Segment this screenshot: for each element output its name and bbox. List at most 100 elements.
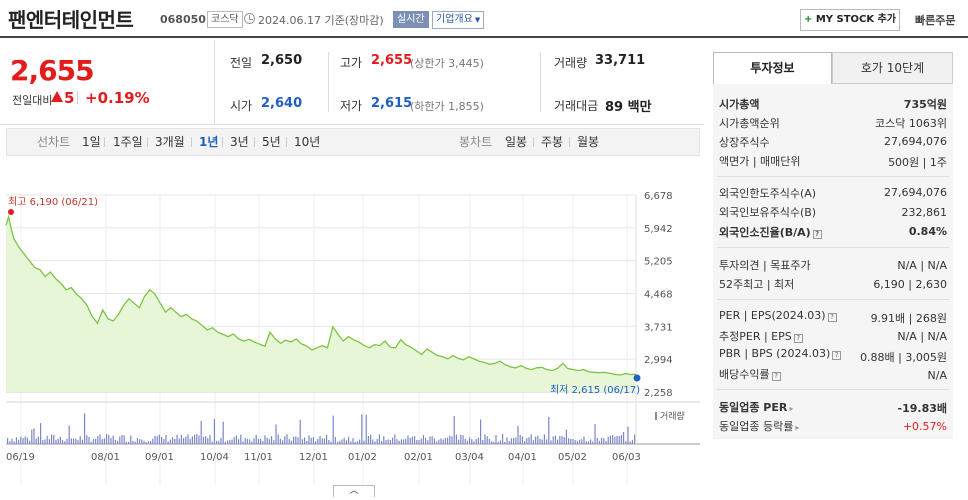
volume-bar: [286, 434, 288, 444]
volume-bar: [284, 436, 286, 444]
volume-bar: [392, 437, 394, 444]
pbr-label-text: PBR | BPS (2024.03): [719, 347, 831, 360]
volume-bar: [563, 437, 565, 444]
volume-bar: [603, 438, 605, 444]
volume-bar: [385, 440, 387, 444]
volume-bar: [227, 440, 229, 444]
mystock-label: MY STOCK 추가: [815, 14, 897, 25]
volume-bar: [403, 439, 405, 444]
add-mystock-button[interactable]: + MY STOCK 추가: [800, 9, 900, 31]
volume-bar: [319, 436, 321, 444]
tab-5year[interactable]: 5년: [262, 135, 281, 149]
x-tick-label: 09/01: [145, 452, 174, 463]
volume-bar: [207, 438, 209, 444]
x-tick-label: 06/03: [612, 452, 641, 463]
volume-bar: [7, 438, 9, 444]
volume-bar: [374, 441, 376, 444]
low-value: 2,615: [371, 96, 413, 111]
volume-bar: [321, 438, 323, 444]
volume-bar: [158, 434, 160, 444]
volume-bar: [625, 441, 627, 444]
tab-weekly-candle[interactable]: 주봉: [541, 135, 564, 149]
volume-bar: [339, 440, 341, 444]
tab-investment-info[interactable]: 투자정보: [713, 52, 832, 84]
volume-bar: [528, 437, 530, 444]
low-label: 저가: [340, 99, 363, 113]
help-icon[interactable]: ?: [812, 230, 822, 239]
help-icon[interactable]: ?: [771, 372, 781, 381]
volume-bar: [365, 415, 367, 444]
volume-bar: [295, 436, 297, 444]
tab-1year[interactable]: 1년: [199, 135, 219, 149]
volume-bar: [299, 419, 301, 444]
volume-bar: [464, 438, 466, 444]
tab-1week[interactable]: 1주일: [113, 135, 143, 149]
est-per-label: 추정PER | EPS?: [719, 328, 803, 344]
volume-bar: [119, 436, 121, 444]
volume-bar: [396, 439, 398, 444]
peer-rate-label[interactable]: 동일업종 등락률 ▸: [719, 418, 799, 434]
volume-bar: [141, 439, 143, 444]
tab-1day[interactable]: 1일: [82, 135, 101, 149]
tab-monthly-candle[interactable]: 월봉: [577, 135, 600, 149]
volume-bar: [211, 441, 213, 444]
trade-amount-value: 89 백만: [605, 100, 652, 115]
volume-bar: [517, 425, 519, 444]
tab-order-book-10[interactable]: 호가 10단계: [832, 52, 953, 84]
line-chart-label: 선차트: [37, 135, 71, 149]
volume-bar: [46, 435, 48, 444]
volume-bar: [352, 438, 354, 444]
realtime-button[interactable]: 실시간: [393, 11, 429, 28]
volume-bar: [387, 439, 389, 444]
volume-bar: [526, 438, 528, 444]
volume-bar: [480, 419, 482, 444]
volume-bar: [257, 438, 259, 444]
volume-bar: [150, 441, 152, 444]
volume-bar: [55, 440, 57, 444]
tab-daily-candle[interactable]: 일봉: [505, 135, 528, 149]
volume-bar: [165, 435, 167, 444]
volume-bar: [271, 436, 273, 444]
company-overview-dropdown[interactable]: 기업개요 ▼: [432, 11, 485, 29]
volume-bar: [255, 434, 257, 444]
volume-bar: [11, 438, 13, 444]
volume-bar: [246, 438, 248, 444]
volume-bar: [81, 439, 83, 444]
price-chart[interactable]: 6,678 5,942 5,205 4,468 3,731 2,994 2,258 06/1…: [0, 185, 704, 485]
help-icon[interactable]: ?: [832, 351, 842, 360]
divider: [104, 137, 105, 147]
tab-3month[interactable]: 3개월: [155, 135, 185, 149]
tab-3year[interactable]: 3년: [230, 135, 249, 149]
plus-icon: +: [803, 14, 816, 25]
volume-bar: [361, 414, 363, 444]
prev-close-value: 2,650: [261, 53, 303, 68]
volume-bar: [429, 436, 431, 444]
volume-bar: [123, 435, 125, 444]
help-icon[interactable]: ?: [793, 334, 803, 343]
par-value: 500원 | 1주: [888, 156, 947, 169]
peer-per-label[interactable]: 동일업종 PER ▸: [719, 399, 793, 415]
per-label: PER | EPS(2024.03)?: [719, 309, 837, 322]
shares-label: 상장주식수: [719, 136, 770, 149]
volume-bar: [543, 434, 545, 444]
help-icon[interactable]: ?: [827, 313, 837, 322]
upper-limit: (상한가 3,445): [410, 57, 484, 70]
tab-10year[interactable]: 10년: [294, 135, 321, 149]
fast-order-link[interactable]: 빠른주문: [915, 14, 956, 27]
quote-date: 2024.06.17 기준(장마감): [258, 14, 384, 27]
volume-bar: [156, 436, 158, 444]
volume-bar: [493, 441, 495, 444]
volume-bar: [108, 435, 110, 444]
div-label: 배당수익률?: [719, 366, 781, 382]
volume-bar: [502, 434, 504, 444]
volume-bar: [422, 435, 424, 444]
collapse-chart-button[interactable]: ︿: [333, 485, 375, 497]
market-badge: 코스닥: [207, 11, 243, 28]
volume-bar: [216, 440, 218, 444]
divider: [254, 137, 255, 147]
high-annotation: 최고 6,190 (06/21): [8, 196, 98, 208]
volume-bar: [213, 418, 215, 444]
volume-bar: [264, 435, 266, 444]
volume-bar: [367, 436, 369, 444]
chevron-right-icon: ▸: [795, 423, 800, 432]
